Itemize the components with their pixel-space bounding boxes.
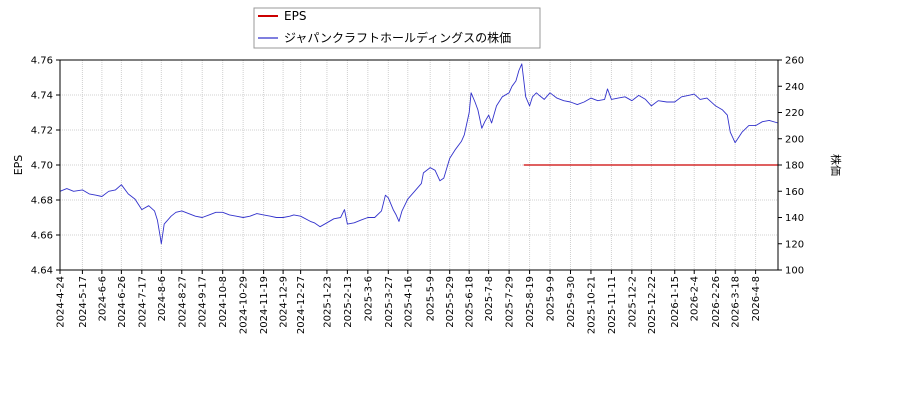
x-tick-label: 2024-12-27	[296, 276, 307, 334]
x-tick-label: 2025-4-16	[403, 276, 414, 328]
x-tick-label: 2024-9-17	[198, 276, 209, 328]
x-tick-label: 2024-7-17	[137, 276, 148, 328]
x-axis: 2024-4-24 2024-5-17 2024-6-6 2024-6-26 2024-…	[56, 270, 762, 334]
x-tick-label: 2025-12-22	[647, 276, 658, 334]
x-tick-label: 2025-3-27	[384, 276, 395, 328]
x-tick-label: 2024-8-27	[177, 276, 188, 328]
series-layer	[59, 63, 779, 245]
y-left-tick-label: 4.76	[31, 56, 53, 67]
x-tick-label: 2025-8-19	[525, 276, 536, 328]
x-tick-label: 2024-6-26	[117, 276, 128, 328]
legend: EPS ジャパンクラフトホールディングスの株価	[253, 7, 541, 49]
x-tick-label: 2024-12-9	[279, 276, 290, 328]
y-left-tick-label: 4.72	[31, 126, 53, 137]
x-tick-label: 2025-9-30	[566, 276, 577, 328]
x-tick-label: 2025-7-8	[484, 276, 495, 321]
y-right-tick-label: 240	[785, 82, 804, 93]
x-tick-label: 2025-5-9	[426, 276, 437, 321]
x-tick-label: 2025-6-18	[465, 276, 476, 328]
x-tick-label: 2025-7-29	[505, 276, 516, 328]
x-tick-label: 2024-5-17	[78, 276, 89, 328]
grid	[59, 59, 778, 271]
x-tick-label: 2024-10-29	[239, 276, 250, 334]
legend-label-eps: EPS	[284, 9, 306, 23]
left-axis: 4.64 4.66 4.68 4.70 4.72 4.74 4.76	[31, 56, 60, 277]
y-right-tick-label: 100	[785, 266, 804, 277]
x-tick-label: 2024-6-6	[97, 276, 108, 321]
x-tick-label: 2025-3-6	[363, 276, 374, 321]
x-tick-label: 2026-2-4	[690, 276, 701, 321]
y-right-tick-label: 160	[785, 187, 804, 198]
y-right-tick-label: 220	[785, 108, 804, 119]
x-tick-label: 2025-2-13	[343, 276, 354, 328]
legend-label-stock-price: ジャパンクラフトホールディングスの株価	[284, 30, 511, 45]
y-right-tick-label: 200	[785, 134, 804, 145]
x-tick-label: 2026-4-8	[751, 276, 762, 321]
x-tick-label: 2026-3-18	[731, 276, 742, 328]
y-right-tick-label: 180	[785, 161, 804, 172]
stock-price-line	[59, 63, 779, 245]
x-tick-label: 2024-4-24	[56, 276, 67, 328]
x-tick-label: 2025-5-29	[445, 276, 456, 328]
x-tick-label: 2026-2-26	[711, 276, 722, 328]
y-right-tick-label: 140	[785, 213, 804, 224]
x-tick-label: 2025-12-2	[627, 276, 638, 328]
x-tick-label: 2025-11-11	[607, 276, 618, 334]
x-tick-label: 2026-1-15	[670, 276, 681, 328]
y-axis-right-title: 株価	[829, 154, 843, 176]
x-tick-label: 2024-11-19	[259, 276, 270, 334]
y-left-tick-label: 4.66	[31, 231, 53, 242]
x-tick-label: 2025-1-23	[322, 276, 333, 328]
legend-box	[253, 7, 541, 49]
x-tick-label: 2024-8-6	[157, 276, 168, 321]
y-left-tick-label: 4.64	[31, 266, 53, 277]
x-tick-label: 2025-10-21	[586, 276, 597, 334]
y-axis-left-title: EPS	[12, 155, 25, 176]
y-right-tick-label: 260	[785, 56, 804, 67]
y-left-tick-label: 4.74	[31, 91, 53, 102]
y-left-tick-label: 4.68	[31, 196, 53, 207]
y-right-tick-label: 120	[785, 239, 804, 250]
x-tick-label: 2024-10-8	[218, 276, 229, 328]
y-left-tick-label: 4.70	[31, 161, 53, 172]
right-axis: 100 120 140 160 180 200 220 240 260	[778, 56, 804, 277]
x-tick-label: 2025-9-9	[546, 276, 557, 321]
